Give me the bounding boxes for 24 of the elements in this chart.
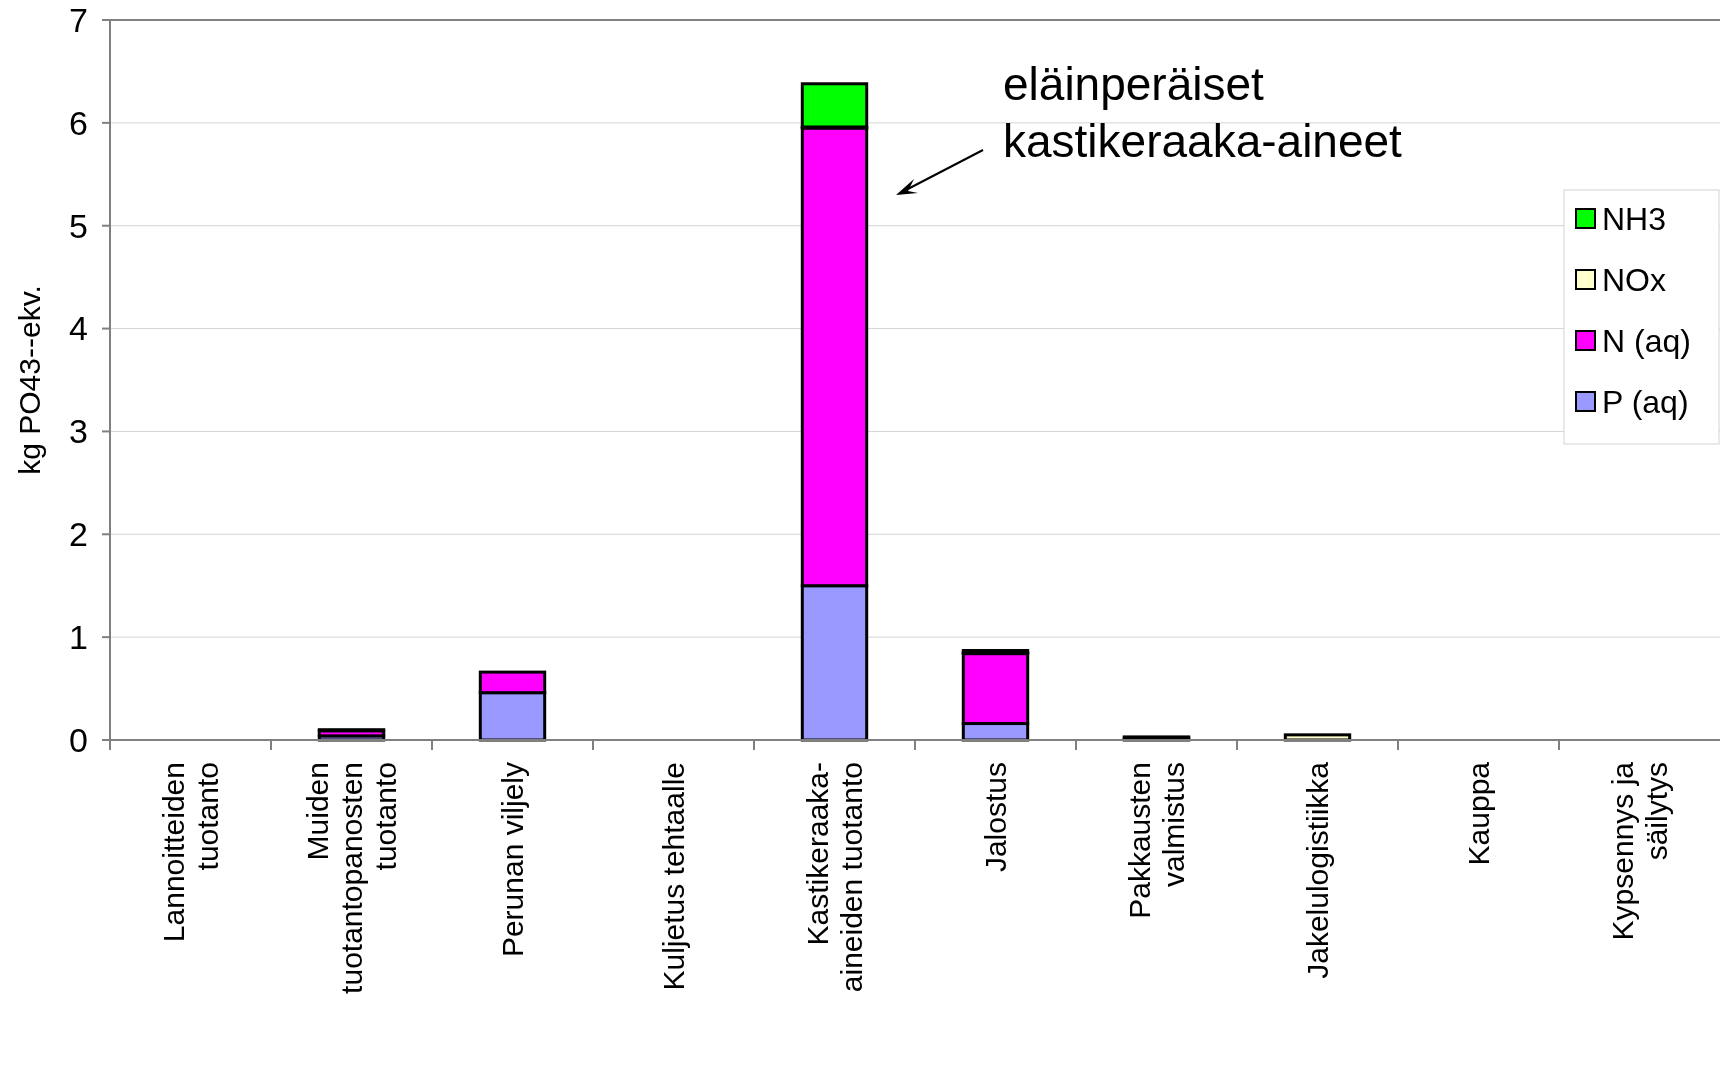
x-tick-label: Kauppa [1461, 761, 1495, 866]
legend-label: NH3 [1602, 201, 1667, 238]
y-axis-title: kg PO43--ekv. [13, 285, 46, 475]
annotation: eläinperäiset kastikeraaka-aineet [1003, 58, 1403, 167]
x-tick-label: Muiden tuotantopanosten tuotanto [300, 762, 402, 994]
x-tick-label: Pakkausten valmistus [1122, 762, 1190, 919]
y-tick-label: 5 [69, 206, 88, 245]
x-tick-label: Kypsennys ja säilytys [1605, 761, 1673, 941]
y-tick-label: 2 [69, 515, 88, 554]
x-tick-label: Lannoitteiden tuotanto [156, 762, 224, 943]
y-tick-label: 3 [69, 412, 88, 451]
x-tick-label: Kastikeraaka- aineiden tuotanto [800, 762, 868, 993]
legend-label: NOx [1602, 262, 1666, 299]
x-tick-label: Kuljetus tehtaalle [656, 762, 690, 991]
x-tick-label: Jakelulogistiikka [1300, 761, 1334, 979]
legend-label: N (aq) [1602, 323, 1691, 360]
y-tick-label: 7 [69, 0, 88, 39]
y-tick-label: 4 [69, 309, 88, 348]
x-tick-label: Jalostus [978, 762, 1012, 873]
y-tick-label: 0 [69, 720, 88, 759]
y-tick-label: 1 [69, 618, 88, 657]
x-tick-label: Perunan viljely [495, 762, 529, 958]
legend-label: P (aq) [1602, 384, 1689, 421]
y-tick-label: 6 [69, 103, 88, 142]
